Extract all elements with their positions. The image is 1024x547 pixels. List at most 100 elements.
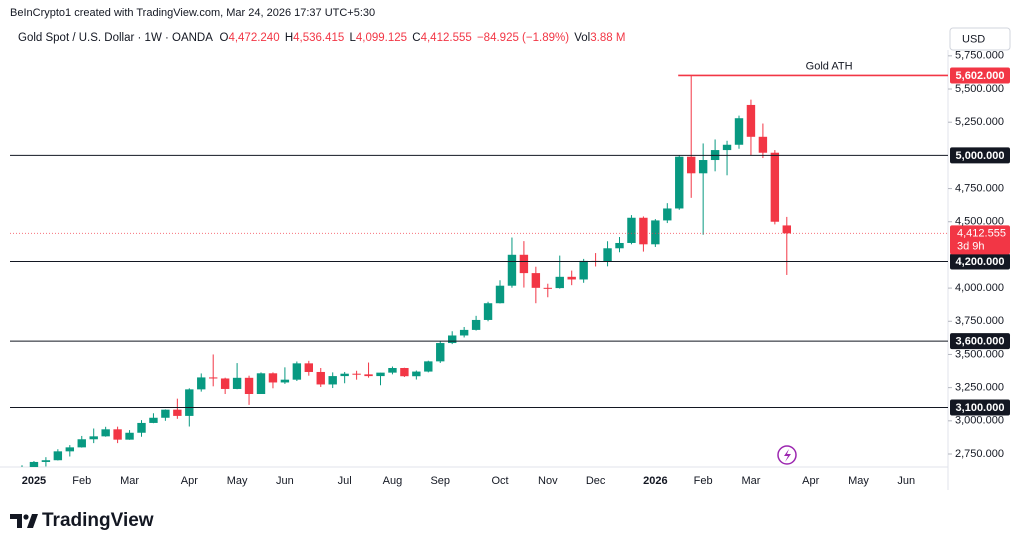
candle-body [567, 276, 576, 280]
currency[interactable]: USD [962, 33, 985, 45]
candle-body [483, 303, 493, 320]
candle-body [29, 461, 39, 467]
candle-body [734, 118, 744, 145]
candle-body [53, 451, 63, 461]
candle-body [316, 371, 325, 385]
y-tick-label: 5,500.000 [955, 83, 1004, 95]
y-tick-label: 2,750.000 [955, 448, 1004, 460]
candle-body [304, 363, 313, 372]
candle-body [782, 225, 791, 234]
level-box [950, 67, 1010, 84]
x-tick-label: Jun [897, 475, 915, 487]
candle-body [220, 378, 230, 389]
candle-body [555, 276, 564, 289]
x-tick-label: Dec [586, 475, 606, 487]
candle-body [197, 377, 206, 390]
level-box [950, 147, 1010, 164]
candle-body [340, 373, 349, 377]
y-tick-label: 3,500.000 [955, 348, 1004, 360]
candle-body [722, 144, 732, 151]
candle-body [639, 217, 648, 245]
candle-body [280, 379, 290, 383]
candle-body [579, 260, 588, 280]
x-tick-label: May [227, 475, 248, 487]
candle-body [89, 436, 98, 440]
close-value: 4,412.555 [421, 32, 472, 44]
high-value: 4,536.415 [293, 32, 344, 44]
vol-value: 3.88 M [590, 32, 625, 44]
y-tick-label: 3,750.000 [955, 315, 1004, 327]
y-tick-label: 3,250.000 [955, 382, 1004, 394]
y-tick-label: 5,250.000 [955, 116, 1004, 128]
candle-body [149, 417, 158, 423]
candle-body [531, 273, 541, 288]
x-tick-label: Nov [538, 475, 558, 487]
x-tick-label: Aug [383, 475, 403, 487]
y-tick-label: 3,000.000 [955, 415, 1004, 427]
candles [21, 75, 791, 467]
event-icon[interactable] [777, 445, 797, 465]
x-tick-label: 2025 [22, 475, 46, 487]
legend: Gold Spot / U.S. Dollar · 1W · OANDA O4,… [18, 32, 625, 44]
candle-body [137, 422, 146, 433]
x-tick-label: Jul [338, 475, 352, 487]
candle-body [615, 242, 624, 249]
candle-body [292, 363, 302, 380]
currency-box[interactable] [949, 27, 1011, 51]
open-value: 4,472.240 [228, 32, 279, 44]
high-key: H [285, 32, 293, 44]
candle-body [364, 374, 373, 377]
candle-body [400, 367, 409, 377]
candle-body [232, 377, 242, 389]
level-box [950, 399, 1010, 416]
x-tick-label: Oct [491, 475, 508, 487]
x-tick-label: Sep [430, 475, 450, 487]
candle-body [436, 343, 445, 362]
x-tick-label: 2026 [643, 475, 667, 487]
candle-body [101, 429, 110, 437]
y-tick-label: 5,750.000 [955, 50, 1004, 62]
change: −84.925 (−1.89%) [477, 32, 569, 44]
x-tick-label: Apr [802, 475, 819, 487]
x-tick-label: Jun [276, 475, 294, 487]
candle-body [663, 208, 672, 221]
candle-body [424, 361, 433, 372]
candle-body [244, 377, 254, 395]
candle-body [376, 372, 385, 377]
candle-body [603, 248, 612, 262]
level-annotation: Gold ATH [806, 60, 853, 72]
candle-body [507, 254, 517, 286]
candle-body [687, 156, 696, 174]
y-tick-label: 4,000.000 [955, 282, 1004, 294]
close-key: C [412, 32, 420, 44]
candle-body [388, 367, 397, 373]
y-tick-label: 4,750.000 [955, 182, 1004, 194]
x-tick-label: Mar [741, 475, 760, 487]
level-box [950, 253, 1010, 270]
x-tick-label: Mar [120, 475, 139, 487]
candle-body [746, 104, 756, 137]
candle-body [328, 376, 337, 385]
x-tick-label: Apr [181, 475, 198, 487]
countdown: 3d 9h [957, 241, 985, 253]
candle-body [698, 160, 708, 174]
symbol: Gold Spot / U.S. Dollar · 1W · OANDA [18, 32, 213, 44]
candle-body [41, 460, 51, 462]
y-tick-label: 4,500.000 [955, 216, 1004, 228]
candle-body [459, 329, 469, 336]
candle-body [471, 319, 481, 330]
candle-body [125, 432, 134, 440]
candle-body [651, 220, 660, 245]
candle-body [412, 371, 421, 377]
candle-body [256, 373, 266, 395]
candle-body [770, 152, 780, 222]
open-key: O [219, 32, 228, 44]
candle-body [65, 447, 74, 452]
low-value: 4,099.125 [356, 32, 407, 44]
candle-body [161, 409, 170, 418]
level-label: 4,200.000 [956, 256, 1005, 268]
candle-body [543, 287, 552, 289]
last-price-box [950, 225, 1010, 255]
candle-body [448, 335, 457, 344]
